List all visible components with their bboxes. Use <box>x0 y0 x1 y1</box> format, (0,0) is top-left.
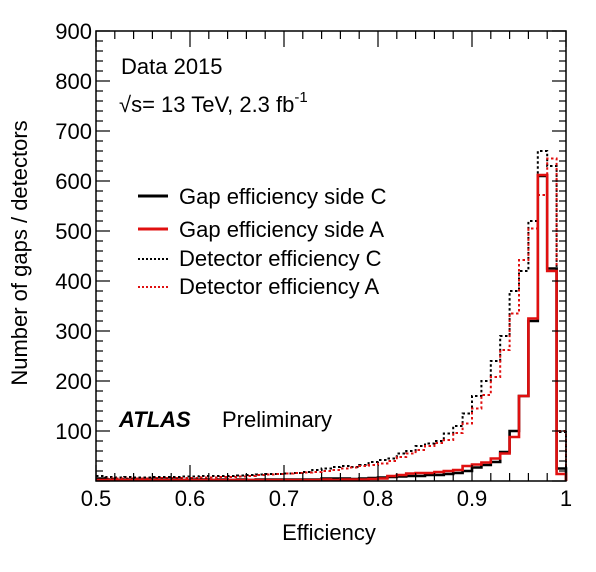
x-tick-label: 0.5 <box>81 486 112 511</box>
y-tick-label: 800 <box>55 69 92 94</box>
data-label: Data 2015 <box>121 54 223 79</box>
y-tick-label: 900 <box>55 19 92 44</box>
y-axis-title: Number of gaps / detectors <box>7 120 32 385</box>
legend-entry-gap-a: Gap efficiency side A <box>138 217 384 242</box>
x-tick-label: 0.9 <box>457 486 488 511</box>
x-tick-label: 0.7 <box>269 486 300 511</box>
legend-label-gap-a: Gap efficiency side A <box>179 217 384 242</box>
legend-label-det-a: Detector efficiency A <box>179 274 379 299</box>
atlas-label: ATLAS Preliminary <box>118 407 332 432</box>
x-tick-label: 1 <box>560 486 572 511</box>
plot-frame <box>95 30 567 482</box>
series-detector-efficiency-a <box>96 157 567 481</box>
y-tick-label: 700 <box>55 119 92 144</box>
plot-background <box>96 31 566 481</box>
energy-label: √s= 13 TeV, 2.3 fb-1 <box>119 89 308 117</box>
series-detector-efficiency-c <box>96 150 567 481</box>
energy-exponent: -1 <box>294 89 307 106</box>
legend-entry-gap-c: Gap efficiency side C <box>138 184 387 209</box>
y-tick-label: 300 <box>55 319 92 344</box>
y-tick-label: 200 <box>55 369 92 394</box>
frame-rect <box>95 30 567 482</box>
atlas-text: ATLAS <box>118 407 191 432</box>
tick-labels: 0.5 0.6 0.7 0.8 0.9 1 100 200 300 400 500 600 700 800… <box>55 19 572 511</box>
y-tick-label: 600 <box>55 169 92 194</box>
legend-entry-det-c: Detector efficiency C <box>138 246 382 271</box>
y-tick-label: 100 <box>55 419 92 444</box>
x-tick-label: 0.8 <box>363 486 394 511</box>
axis-ticks <box>95 30 567 482</box>
x-axis-title: Efficiency <box>282 520 376 545</box>
energy-sqrt: √s <box>119 92 142 117</box>
y-tick-label: 500 <box>55 219 92 244</box>
legend-label-det-c: Detector efficiency C <box>179 246 382 271</box>
energy-rest: = 13 TeV, 2.3 fb <box>142 92 294 117</box>
legend: Gap efficiency side C Gap efficiency sid… <box>138 184 387 299</box>
preliminary-text: Preliminary <box>222 407 332 432</box>
y-tick-label: 400 <box>55 269 92 294</box>
plot-area <box>96 31 566 481</box>
series-gap-efficiency-side-a <box>96 173 568 482</box>
legend-entry-det-a: Detector efficiency A <box>138 274 379 299</box>
x-tick-label: 0.6 <box>175 486 206 511</box>
legend-label-gap-c: Gap efficiency side C <box>179 184 387 209</box>
